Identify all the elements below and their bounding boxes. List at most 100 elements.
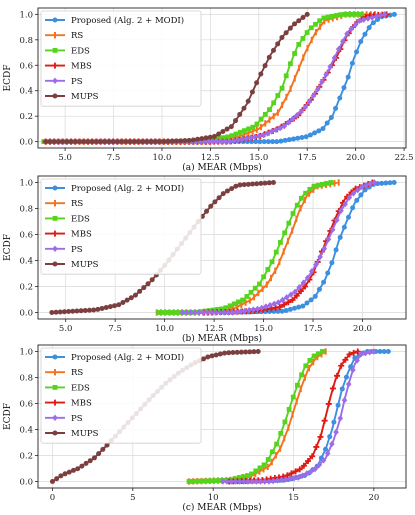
legend-box — [40, 10, 202, 107]
data-point — [391, 11, 397, 17]
data-point — [230, 350, 236, 356]
data-point — [358, 350, 365, 358]
data-point — [211, 478, 217, 484]
data-point — [320, 126, 326, 132]
data-point — [169, 138, 175, 144]
y-tick-label: 0.0 — [19, 478, 33, 488]
data-point — [190, 478, 196, 484]
data-point — [341, 85, 347, 91]
data-point — [209, 353, 215, 359]
data-point — [310, 92, 317, 99]
data-point — [312, 465, 318, 473]
data-point — [197, 138, 204, 145]
data-point — [329, 13, 335, 19]
data-point — [339, 386, 345, 392]
data-point — [156, 310, 162, 315]
data-point — [270, 139, 276, 145]
y-tick-label: 0.0 — [19, 138, 33, 148]
data-point — [279, 308, 285, 314]
data-point — [303, 363, 309, 369]
data-point — [220, 191, 226, 197]
data-point — [371, 179, 378, 186]
data-point — [223, 305, 229, 311]
data-point — [157, 139, 163, 145]
data-point — [241, 182, 247, 188]
data-point — [164, 310, 170, 315]
data-point — [331, 54, 338, 62]
legend-entry: MUPS — [45, 260, 99, 270]
data-point — [300, 279, 307, 286]
data-point — [216, 135, 222, 141]
data-point — [216, 131, 222, 137]
data-point — [148, 139, 154, 145]
data-point — [311, 183, 317, 189]
data-point — [292, 468, 299, 475]
data-point — [225, 134, 231, 140]
data-point — [224, 126, 230, 132]
chart-panel-b: 5.0 7.5 10.0 12.5 15.0 17.5 20.0 0.0 0.2 0.4 0.6 0.… — [3, 175, 407, 344]
data-point — [300, 303, 306, 309]
data-point — [257, 478, 264, 485]
data-point — [366, 349, 373, 356]
data-point — [254, 181, 260, 187]
data-point — [212, 199, 218, 205]
data-point — [253, 139, 259, 145]
data-point — [236, 299, 241, 305]
y-tick-label: 0.6 — [19, 400, 33, 410]
data-point — [294, 112, 300, 119]
data-point — [267, 301, 273, 309]
data-point — [340, 38, 346, 45]
data-point — [278, 138, 284, 144]
data-point — [296, 42, 302, 47]
data-point — [299, 372, 304, 378]
legend-entry: MBS — [45, 399, 92, 409]
legend-marker — [52, 385, 58, 390]
data-point — [314, 86, 321, 93]
data-point — [221, 309, 227, 316]
data-point — [385, 349, 391, 354]
data-point — [66, 309, 72, 315]
data-point — [379, 180, 385, 186]
data-point — [370, 20, 376, 26]
data-point — [107, 304, 113, 310]
legend-entry: MBS — [45, 230, 92, 240]
data-point — [93, 139, 99, 145]
data-point — [358, 192, 364, 198]
data-point — [168, 310, 174, 315]
y-tick-label: 0.8 — [19, 36, 33, 46]
axes-frame — [37, 7, 407, 149]
data-point — [292, 21, 298, 27]
y-tick-label: 0.8 — [19, 374, 33, 384]
data-point — [254, 121, 260, 127]
data-point — [220, 129, 226, 135]
data-point — [320, 181, 325, 187]
data-point — [208, 137, 214, 143]
legend-marker — [52, 230, 58, 237]
legend: Proposed (Alg. 2 + MODI) RS EDS MBS PS MUPS — [40, 347, 202, 444]
legend-entry: EDS — [45, 383, 90, 393]
data-point — [236, 475, 242, 481]
data-point — [350, 11, 356, 17]
data-point — [248, 289, 254, 295]
legend-marker — [52, 216, 58, 221]
data-point — [311, 353, 317, 359]
y-tick-label: 0.6 — [19, 61, 33, 71]
data-point — [245, 473, 250, 479]
data-point — [359, 11, 364, 17]
data-point — [273, 249, 279, 255]
data-point — [391, 180, 397, 185]
legend-entry: MUPS — [45, 92, 99, 102]
data-point — [78, 308, 84, 314]
data-point — [286, 137, 292, 143]
data-point — [95, 306, 101, 312]
data-point — [342, 356, 349, 363]
data-point — [224, 188, 230, 194]
chart-panel-a: 5.0 7.5 10.0 12.5 15.0 17.5 20.0 22.5 0.0 0.2 0.4 0… — [3, 7, 414, 173]
data-point — [283, 294, 290, 301]
legend-marker — [52, 77, 58, 84]
data-point — [119, 139, 125, 145]
data-point — [79, 463, 85, 469]
data-point — [323, 71, 329, 78]
data-point — [49, 310, 55, 315]
